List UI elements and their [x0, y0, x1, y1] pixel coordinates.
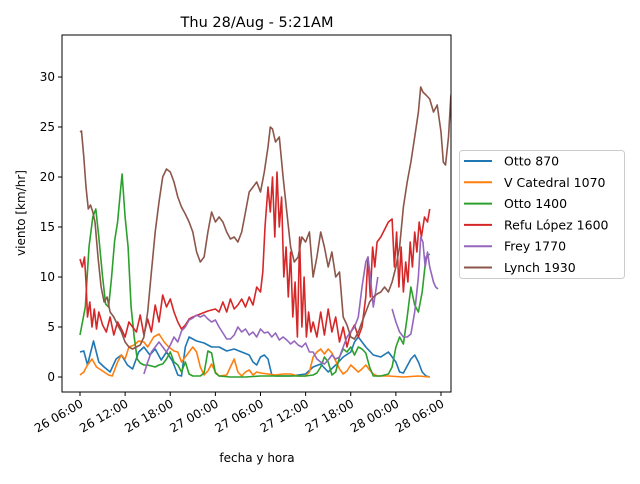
series-line-otto-1400: [79, 173, 431, 378]
series-line-refu-l-pez-1600: [79, 171, 431, 348]
y-tick-label: 30: [40, 70, 55, 84]
legend-entry: V Catedral 1070: [504, 175, 606, 190]
chart-title: Thu 28/Aug - 5:21AM: [180, 15, 334, 31]
x-tick-label: 28 00:00: [348, 396, 401, 435]
x-tick-label: 26 06:00: [32, 396, 85, 435]
x-tick-label: 26 18:00: [122, 396, 175, 435]
y-tick-label: 15: [40, 220, 55, 234]
x-tick-label: 28 06:00: [393, 396, 446, 435]
y-axis: 0 5 10 15 20 25 30: [40, 70, 62, 384]
series-line-frey-1770: [143, 256, 379, 375]
x-tick-label: 26 12:00: [77, 396, 130, 435]
legend-entry: Refu López 1600: [504, 217, 609, 232]
legend: Otto 870 V Catedral 1070 Otto 1400 Refu Lóp…: [459, 150, 625, 279]
y-tick-label: 10: [40, 270, 55, 284]
legend-frame: [459, 150, 625, 279]
series-line-lynch-1930: [79, 86, 451, 350]
y-tick-label: 0: [47, 370, 55, 384]
x-tick-label: 27 00:00: [167, 396, 220, 435]
y-axis-label: viento [km/hr]: [14, 170, 28, 256]
plot-area: [79, 86, 451, 378]
series-line-otto-870: [79, 336, 430, 378]
x-tick-label: 27 12:00: [258, 396, 311, 435]
legend-entry: Frey 1770: [504, 239, 566, 254]
series-line-frey-1770-b-: [391, 236, 439, 338]
x-tick-label: 27 06:00: [213, 396, 266, 435]
legend-entry: Lynch 1930: [504, 260, 576, 275]
legend-entry: Otto 870: [504, 154, 559, 169]
axes-frame: [61, 34, 452, 393]
legend-entry: Otto 1400: [504, 196, 567, 211]
y-tick-label: 20: [40, 170, 55, 184]
x-tick-label: 27 18:00: [303, 396, 356, 435]
y-tick-label: 25: [40, 120, 55, 134]
x-axis-label: fecha y hora: [219, 451, 294, 465]
series-line-v-catedral-1070: [79, 333, 430, 378]
y-tick-label: 5: [47, 320, 55, 334]
